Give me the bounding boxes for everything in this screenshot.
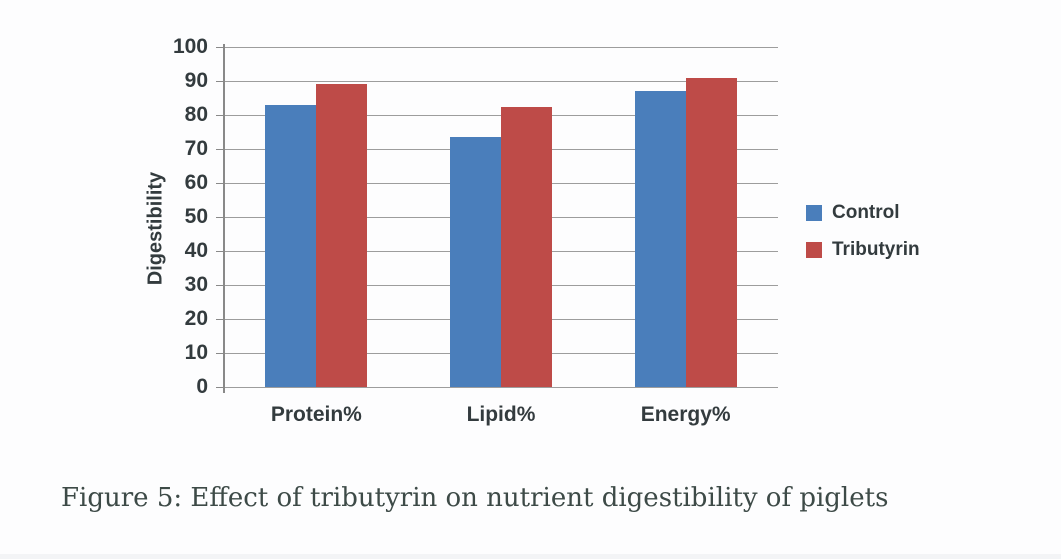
y-tick-mark — [216, 115, 224, 116]
y-tick-label: 50 — [184, 205, 208, 228]
y-gridline — [224, 81, 778, 82]
y-tick-mark — [216, 387, 224, 388]
y-tick-mark — [216, 81, 224, 82]
x-category-label: Energy% — [640, 403, 731, 426]
y-gridline — [224, 387, 778, 388]
bar-tributyrin-protein — [316, 84, 368, 387]
y-tick-label: 40 — [184, 239, 208, 262]
y-axis-line — [223, 44, 225, 393]
y-tick-label: 80 — [184, 103, 208, 126]
y-tick-label: 100 — [172, 35, 208, 58]
y-tick-label: 30 — [184, 273, 208, 296]
bar-tributyrin-energy — [685, 77, 737, 387]
legend-swatch-control — [806, 205, 822, 221]
x-category-label: Protein% — [270, 403, 362, 426]
legend-item-control: Control — [806, 201, 920, 225]
y-tick-mark — [216, 285, 224, 286]
bar-chart: Digestibility 0 10 20 30 40 50 60 70 80 90 100 Prot… — [145, 35, 920, 426]
y-tick-label: 0 — [196, 375, 208, 398]
legend-swatch-tributyrin — [806, 242, 822, 258]
y-tick-label: 60 — [184, 171, 208, 194]
y-tick-mark — [216, 183, 224, 184]
bar-tributyrin-lipid — [501, 106, 552, 387]
figure-caption: Figure 5: Effect of tributyrin on nutrie… — [61, 483, 889, 513]
bar-control-protein — [265, 104, 317, 387]
legend-item-tributyrin: Tributyrin — [806, 238, 920, 262]
y-tick-label: 10 — [184, 341, 208, 364]
y-tick-mark — [216, 353, 224, 354]
legend-label: Tributyrin — [832, 239, 920, 260]
bar-control-lipid — [450, 137, 501, 387]
legend-label: Control — [832, 202, 900, 223]
y-tick-mark — [216, 319, 224, 320]
y-gridline — [224, 47, 778, 48]
y-tick-mark — [216, 47, 224, 48]
legend: Control Tributyrin — [806, 201, 920, 275]
y-tick-label: 20 — [184, 307, 208, 330]
y-tick-label: 70 — [184, 137, 208, 160]
page-bottom-edge — [0, 554, 1061, 559]
y-tick-mark — [216, 251, 224, 252]
x-category-label: Lipid% — [466, 403, 536, 426]
y-tick-mark — [216, 149, 224, 150]
y-tick-label: 90 — [184, 69, 208, 92]
bar-control-energy — [634, 91, 686, 387]
y-tick-mark — [216, 217, 224, 218]
